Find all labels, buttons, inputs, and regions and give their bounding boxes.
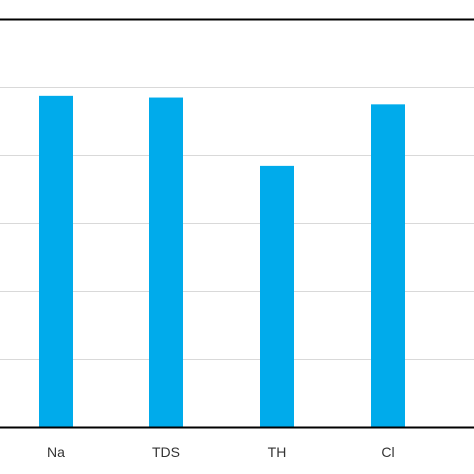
x-tick-label: Cl	[381, 444, 394, 460]
category-labels: Na TDS TH Cl	[47, 444, 395, 460]
x-tick-label: TDS	[152, 444, 180, 460]
x-tick-label: Na	[47, 444, 65, 460]
bar-tds	[149, 97, 183, 427]
axes	[0, 18, 474, 429]
bars	[39, 95, 405, 427]
x-tick-label: TH	[268, 444, 287, 460]
bar-cl	[371, 104, 405, 427]
bar-na	[39, 95, 73, 427]
bar-th	[260, 165, 294, 427]
